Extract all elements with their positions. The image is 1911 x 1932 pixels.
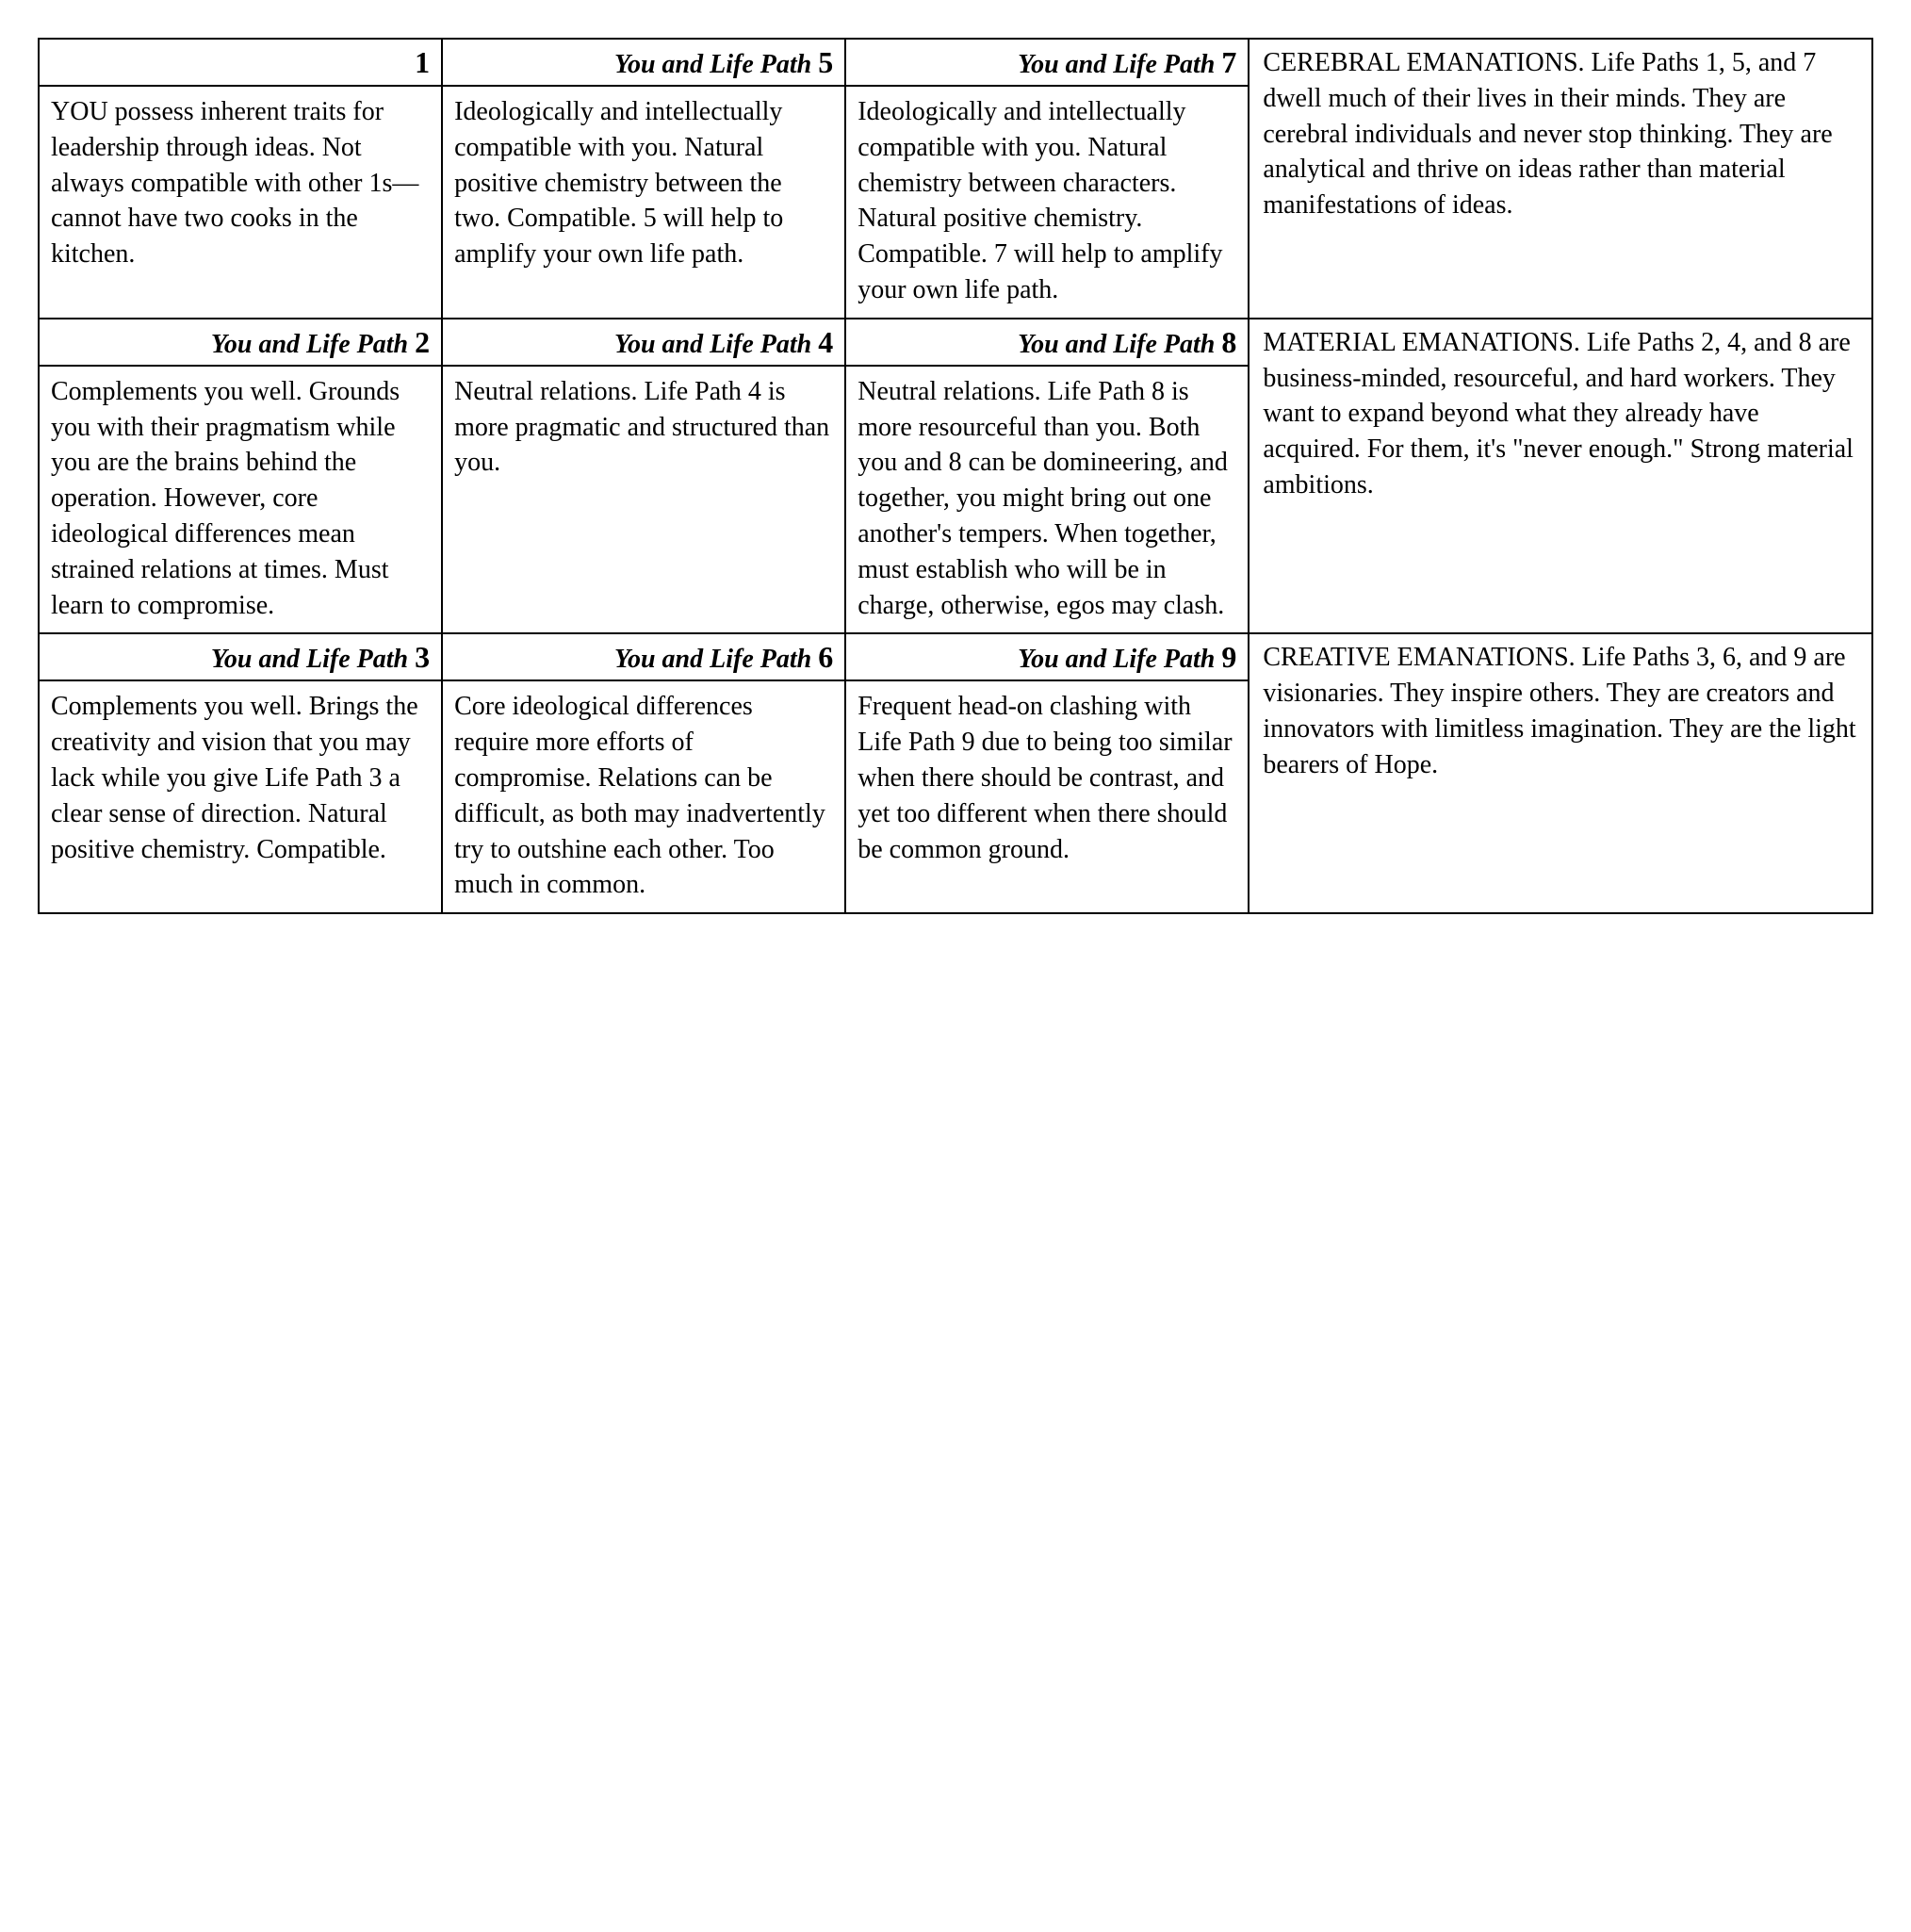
table-header-cell: You and Life Path 5 bbox=[442, 39, 845, 86]
table-header-cell: You and Life Path 2 bbox=[39, 319, 442, 366]
header-prefix: You and Life Path bbox=[211, 330, 415, 359]
emanation-text: MATERIAL EMANATIONS. Life Paths 2, 4, an… bbox=[1263, 328, 1854, 499]
compatibility-table: 1 You and Life Path 5 You and Life Path … bbox=[38, 38, 1873, 914]
emanation-text: CREATIVE EMANATIONS. Life Paths 3, 6, an… bbox=[1263, 643, 1855, 778]
table-header-cell: 1 bbox=[39, 39, 442, 86]
table-body-cell: Ideologically and intellectually compati… bbox=[442, 86, 845, 319]
header-number: 9 bbox=[1221, 640, 1236, 674]
table-header-cell: You and Life Path 7 bbox=[845, 39, 1249, 86]
table-body-cell: Neutral relations. Life Path 8 is more r… bbox=[845, 366, 1249, 634]
header-number: 6 bbox=[818, 640, 833, 674]
header-number: 1 bbox=[415, 45, 430, 79]
emanation-text: CEREBRAL EMANATIONS. Life Paths 1, 5, an… bbox=[1263, 48, 1832, 220]
header-prefix: You and Life Path bbox=[614, 645, 818, 674]
header-number: 3 bbox=[415, 640, 430, 674]
header-number: 8 bbox=[1221, 325, 1236, 359]
header-number: 5 bbox=[818, 45, 833, 79]
header-prefix: You and Life Path bbox=[1018, 50, 1221, 79]
header-prefix: You and Life Path bbox=[614, 50, 818, 79]
header-prefix: You and Life Path bbox=[211, 645, 415, 674]
header-prefix: You and Life Path bbox=[614, 330, 818, 359]
emanation-cell: CEREBRAL EMANATIONS. Life Paths 1, 5, an… bbox=[1249, 39, 1872, 319]
table-body-cell: Frequent head-on clashing with Life Path… bbox=[845, 680, 1249, 913]
table-body-cell: Complements you well. Brings the creativ… bbox=[39, 680, 442, 913]
table-header-cell: You and Life Path 3 bbox=[39, 633, 442, 680]
header-prefix: You and Life Path bbox=[1018, 330, 1221, 359]
table-header-cell: You and Life Path 9 bbox=[845, 633, 1249, 680]
emanation-cell: CREATIVE EMANATIONS. Life Paths 3, 6, an… bbox=[1249, 633, 1872, 913]
table-body-cell: Core ideological differences require mor… bbox=[442, 680, 845, 913]
emanation-cell: MATERIAL EMANATIONS. Life Paths 2, 4, an… bbox=[1249, 319, 1872, 634]
table-body-cell: Ideologically and intellectually compati… bbox=[845, 86, 1249, 319]
header-number: 7 bbox=[1221, 45, 1236, 79]
table-header-cell: You and Life Path 8 bbox=[845, 319, 1249, 366]
table-body-cell: YOU possess inherent traits for leadersh… bbox=[39, 86, 442, 319]
table-header-cell: You and Life Path 6 bbox=[442, 633, 845, 680]
table-body-cell: Complements you well. Grounds you with t… bbox=[39, 366, 442, 634]
table-header-cell: You and Life Path 4 bbox=[442, 319, 845, 366]
header-number: 2 bbox=[415, 325, 430, 359]
header-number: 4 bbox=[818, 325, 833, 359]
table-body-cell: Neutral relations. Life Path 4 is more p… bbox=[442, 366, 845, 634]
header-prefix: You and Life Path bbox=[1018, 645, 1221, 674]
